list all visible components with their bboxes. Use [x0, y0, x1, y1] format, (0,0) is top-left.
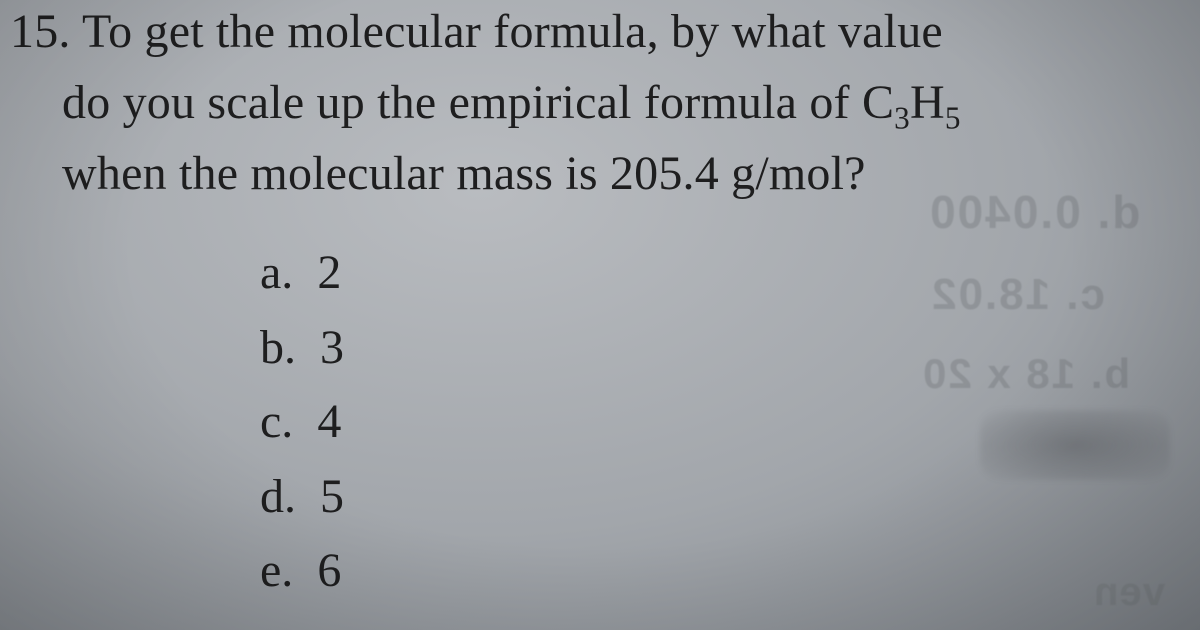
option-letter: d. [260, 470, 296, 523]
option-letter: c. [260, 395, 293, 448]
option-value: 3 [320, 321, 344, 374]
option-value: 6 [317, 544, 341, 597]
option-gap [296, 321, 320, 374]
option-value: 2 [317, 246, 341, 299]
question-line-2: do you scale up the empirical formula of… [0, 65, 1200, 136]
option-letter: e. [260, 544, 293, 597]
formula-H: H [910, 76, 945, 129]
question-text-line1: To get the molecular formula, by what va… [82, 5, 943, 58]
option-gap [293, 395, 317, 448]
option-c[interactable]: c. 4 [260, 385, 1200, 459]
answer-options: a. 2 b. 3 c. 4 d. 5 e. 6 [0, 236, 1200, 608]
formula-C: C [862, 76, 894, 129]
formula-sub-3: 3 [894, 100, 910, 135]
option-a[interactable]: a. 2 [260, 236, 1200, 310]
question-number: 15. [10, 0, 71, 65]
question-text-line3: when the molecular mass is 205.4 g/mol? [62, 147, 866, 200]
option-gap [293, 246, 317, 299]
formula-sub-5: 5 [945, 100, 961, 135]
question-line-3: when the molecular mass is 205.4 g/mol? [0, 136, 1200, 207]
option-letter: b. [260, 321, 296, 374]
empirical-formula: C3H5 [862, 76, 961, 129]
question-block: 15. To get the molecular formula, by wha… [0, 0, 1200, 206]
option-e[interactable]: e. 6 [260, 534, 1200, 608]
question-line-1: 15. To get the molecular formula, by wha… [0, 0, 1200, 65]
option-d[interactable]: d. 5 [260, 460, 1200, 534]
option-gap [296, 470, 320, 523]
option-letter: a. [260, 246, 293, 299]
question-text-line2-pre: do you scale up the empirical formula of [62, 76, 862, 129]
option-gap [293, 544, 317, 597]
option-value: 4 [317, 395, 341, 448]
option-b[interactable]: b. 3 [260, 311, 1200, 385]
option-value: 5 [320, 470, 344, 523]
worksheet-page: 15. To get the molecular formula, by wha… [0, 0, 1200, 630]
